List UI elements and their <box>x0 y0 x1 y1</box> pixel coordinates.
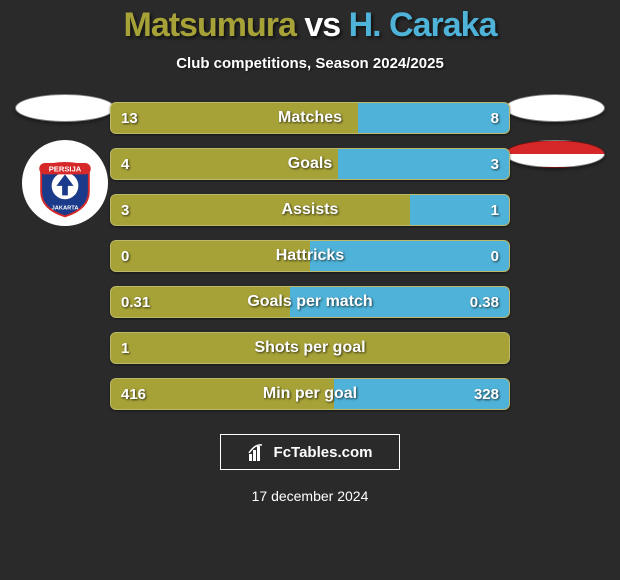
stat-value-right: 328 <box>464 379 509 409</box>
stat-row-assists: Assists3 1 <box>110 194 510 226</box>
player2-name: H. Caraka <box>349 6 497 44</box>
stat-row-matches: Matches13 8 <box>110 102 510 134</box>
right-panel <box>500 94 610 168</box>
stat-label: Matches <box>111 103 509 133</box>
stat-row-min-per-goal: Min per goal416 328 <box>110 378 510 410</box>
stat-label: Hattricks <box>111 241 509 271</box>
stat-row-hattricks: Hattricks0 0 <box>110 240 510 272</box>
player1-name: Matsumura <box>124 6 296 44</box>
stat-value-right: 1 <box>481 195 509 225</box>
stat-value-left: 0.31 <box>111 287 160 317</box>
stat-value-right: 3 <box>481 149 509 179</box>
vs-text: vs <box>304 6 340 44</box>
player2-country-flag <box>505 94 605 122</box>
stat-value-right: 0.38 <box>460 287 509 317</box>
stat-value-left: 3 <box>111 195 139 225</box>
footer-date: 17 december 2024 <box>0 488 620 504</box>
stats-bars: Matches138Goals43Assists31Hattricks00Goa… <box>110 102 510 410</box>
site-label: FcTables.com <box>274 444 373 461</box>
stat-value-left: 416 <box>111 379 156 409</box>
stat-value-left: 13 <box>111 103 148 133</box>
fctables-icon <box>248 442 268 462</box>
stat-row-goals: Goals4 3 <box>110 148 510 180</box>
badge-banner-text: PERSIJA <box>49 165 82 174</box>
stat-value-right: 0 <box>481 241 509 271</box>
stat-value-right <box>489 333 509 363</box>
player1-country-flag <box>15 94 115 122</box>
stat-value-right: 8 <box>481 103 509 133</box>
stat-label: Goals <box>111 149 509 179</box>
stat-value-left: 1 <box>111 333 139 363</box>
site-badge: FcTables.com <box>220 434 400 470</box>
player1-club-badge: PERSIJA JAKARTA <box>22 140 108 226</box>
stat-label: Goals per match <box>111 287 509 317</box>
stat-value-left: 0 <box>111 241 139 271</box>
stat-label: Min per goal <box>111 379 509 409</box>
left-panel: PERSIJA JAKARTA <box>10 94 120 226</box>
player2-club-flag <box>505 140 605 168</box>
stat-row-shots-per-goal: Shots per goal1 <box>110 332 510 364</box>
stat-row-goals-per-match: Goals per match0.31 0.38 <box>110 286 510 318</box>
stat-label: Shots per goal <box>111 333 509 363</box>
persija-badge-svg: PERSIJA JAKARTA <box>24 140 106 226</box>
badge-sub-text: JAKARTA <box>52 206 79 212</box>
subtitle: Club competitions, Season 2024/2025 <box>0 55 620 72</box>
comparison-title: Matsumura vs H. Caraka <box>0 6 620 45</box>
stat-value-left: 4 <box>111 149 139 179</box>
stat-label: Assists <box>111 195 509 225</box>
